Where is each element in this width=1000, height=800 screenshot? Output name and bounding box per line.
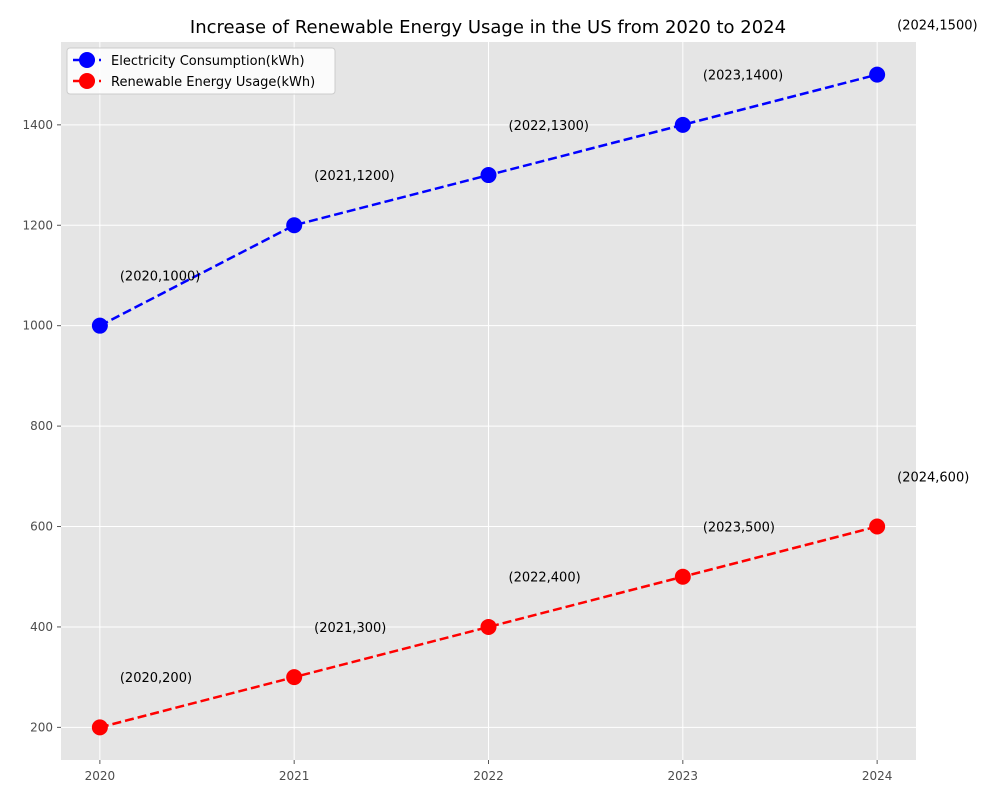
- y-tick-label: 400: [30, 620, 53, 634]
- legend-box: [66, 47, 336, 95]
- data-label: (2024,1500): [897, 18, 977, 33]
- legend-label: Renewable Energy Usage(kWh): [111, 75, 315, 90]
- series-line: [99, 525, 878, 729]
- data-label: (2024,600): [897, 470, 969, 485]
- legend-item: Electricity Consumption(kWh): [73, 52, 305, 69]
- data-label: (2020,200): [120, 671, 192, 686]
- data-point: [674, 116, 691, 133]
- y-tick-label: 1200: [22, 218, 53, 232]
- data-label: (2021,300): [314, 621, 386, 636]
- x-tick-label: 2022: [473, 769, 504, 783]
- data-point: [91, 719, 108, 736]
- data-label: (2022,1300): [509, 119, 589, 134]
- legend-item: Renewable Energy Usage(kWh): [73, 73, 315, 90]
- series-2: [91, 518, 886, 736]
- data-point: [869, 518, 886, 535]
- y-tick-label: 200: [30, 720, 53, 734]
- data-point: [91, 317, 108, 334]
- y-tick-label: 800: [30, 419, 53, 433]
- data-point: [869, 66, 886, 83]
- series-1: [91, 66, 886, 334]
- plot-area: 2020 2021 2022 2023 2024 200 400 600 800 1000 1200…: [22, 18, 977, 783]
- y-tick-label: 1400: [22, 118, 53, 132]
- data-label: (2020,1000): [120, 269, 200, 284]
- legend: Electricity Consumption(kWh) Renewable En…: [66, 47, 336, 95]
- y-tick-label: 1000: [22, 319, 53, 333]
- data-label: (2023,1400): [703, 69, 783, 84]
- data-label: (2022,400): [509, 571, 581, 586]
- x-tick-label: 2023: [668, 769, 699, 783]
- chart-title: Increase of Renewable Energy Usage in th…: [190, 17, 786, 38]
- data-point: [480, 618, 497, 635]
- data-point: [286, 669, 303, 686]
- x-tick-label: 2024: [862, 769, 893, 783]
- legend-marker: [79, 52, 95, 68]
- data-point: [286, 217, 303, 234]
- data-point: [674, 568, 691, 585]
- y-tick-label: 600: [30, 520, 53, 534]
- legend-label: Electricity Consumption(kWh): [111, 54, 305, 69]
- x-tick-label: 2021: [279, 769, 310, 783]
- data-point: [480, 167, 497, 184]
- data-label: (2021,1200): [314, 169, 394, 184]
- data-label: (2023,500): [703, 521, 775, 536]
- x-tick-label: 2020: [85, 769, 116, 783]
- legend-marker: [79, 73, 95, 89]
